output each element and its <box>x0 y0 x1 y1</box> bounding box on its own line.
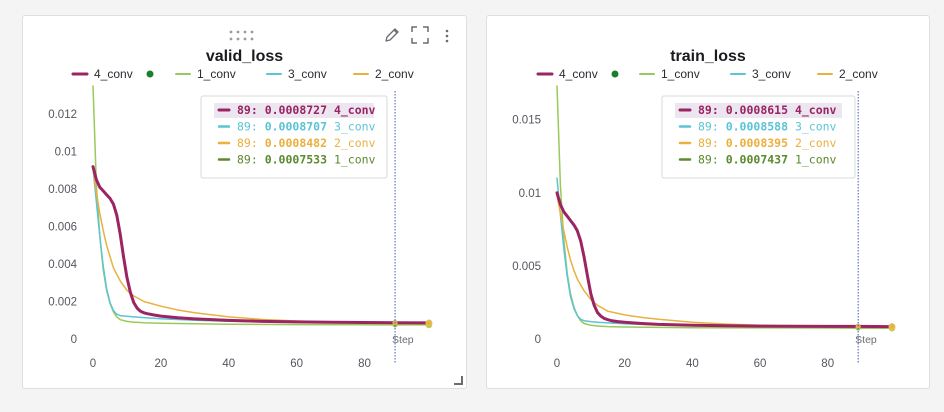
tooltip-row-highlight <box>675 103 842 118</box>
legend-item[interactable]: 1_conv <box>175 67 236 81</box>
tooltip-row: 89: 0.0008482 2_conv <box>217 136 376 150</box>
train-loss-panel: train_loss 4_conv 1_conv 3_conv 2_conv 0 0.005… <box>486 15 930 389</box>
y-tick-label: 0 <box>535 334 541 346</box>
series-line-3-conv <box>556 177 893 328</box>
legend-label: 1_conv <box>661 67 700 81</box>
x-tick-label: 80 <box>358 358 371 370</box>
x-tick-label: 60 <box>754 358 767 370</box>
tooltip-text: 89: 0.0008588 3_conv <box>698 120 837 134</box>
legend-item[interactable]: 3_conv <box>730 67 791 81</box>
y-tick-label: 0.005 <box>512 261 541 273</box>
legend-label: 2_conv <box>839 67 878 81</box>
resize-handle-icon[interactable] <box>454 376 463 385</box>
x-axis-label: Step <box>855 334 877 346</box>
legend-label: 4_conv <box>94 67 133 81</box>
tooltip-row: 89: 0.0008615 4_conv <box>675 103 842 118</box>
valid-loss-panel: valid_loss 4_conv 1_conv 3_conv 2_conv 0 0.002… <box>22 15 467 389</box>
tooltip-text: 89: 0.0007533 1_conv <box>237 153 376 167</box>
tooltip-row-highlight <box>214 103 374 118</box>
series-line-2-conv <box>92 167 430 324</box>
tooltip-row: 89: 0.0007533 1_conv <box>217 153 376 167</box>
legend-label: 3_conv <box>752 67 791 81</box>
legend-item[interactable]: 4_conv <box>71 67 154 81</box>
y-tick-label: 0.01 <box>55 147 77 159</box>
series-end-point <box>425 319 433 327</box>
tooltip-row: 89: 0.0008727 4_conv <box>214 103 376 118</box>
tooltip-row: 89: 0.0008588 3_conv <box>678 120 837 134</box>
legend-label: 4_conv <box>559 67 598 81</box>
drag-handle-icon[interactable] <box>228 29 258 43</box>
y-tick-label: 0.015 <box>512 115 541 127</box>
chart-title: valid_loss <box>206 48 283 65</box>
legend-item[interactable]: 2_conv <box>353 67 414 81</box>
legend-item[interactable]: 4_conv <box>536 67 619 81</box>
tooltip-text: 89: 0.0008727 4_conv <box>237 103 376 118</box>
legend-marker-dot <box>611 70 619 78</box>
y-tick-label: 0.004 <box>48 259 77 271</box>
valid-loss-chart[interactable]: valid_loss 4_conv 1_conv 3_conv 2_conv 0 0.002… <box>23 16 466 388</box>
series-line-4-conv <box>91 165 431 325</box>
tooltip-row: 89: 0.0008395 2_conv <box>678 136 837 150</box>
legend-label: 3_conv <box>288 67 327 81</box>
y-tick-label: 0.002 <box>48 297 77 309</box>
series-line-4-conv <box>555 191 894 329</box>
hover-tooltip: 89: 0.0008615 4_conv 89: 0.0008588 3_conv… <box>661 95 856 179</box>
series-end-point <box>888 323 896 331</box>
x-tick-label: 0 <box>554 358 560 370</box>
x-tick-label: 20 <box>154 358 167 370</box>
y-tick-label: 0.008 <box>48 184 77 196</box>
hover-point <box>855 324 861 330</box>
legend-label: 2_conv <box>375 67 414 81</box>
pencil-icon[interactable] <box>383 25 401 45</box>
chart-title: train_loss <box>670 48 746 65</box>
y-tick-label: 0.012 <box>48 109 77 121</box>
fullscreen-icon[interactable] <box>410 25 430 45</box>
legend-item[interactable]: 2_conv <box>817 67 878 81</box>
tooltip-text: 89: 0.0007437 1_conv <box>698 153 837 167</box>
legend-label: 1_conv <box>197 67 236 81</box>
more-vertical-icon[interactable] <box>443 25 451 45</box>
x-tick-label: 0 <box>90 358 96 370</box>
tooltip-row: 89: 0.0007437 1_conv <box>678 153 837 167</box>
legend-item[interactable]: 1_conv <box>639 67 700 81</box>
tooltip-text: 89: 0.0008395 2_conv <box>698 136 837 150</box>
train-loss-chart[interactable]: train_loss 4_conv 1_conv 3_conv 2_conv 0 0.005… <box>487 16 929 388</box>
x-tick-label: 60 <box>290 358 303 370</box>
x-tick-label: 80 <box>821 358 834 370</box>
y-tick-label: 0.006 <box>48 222 77 234</box>
series-line-2-conv <box>556 194 893 328</box>
y-tick-label: 0.01 <box>519 188 541 200</box>
hover-tooltip: 89: 0.0008727 4_conv 89: 0.0008707 3_conv… <box>200 95 388 179</box>
tooltip-text: 89: 0.0008482 2_conv <box>237 136 376 150</box>
x-tick-label: 40 <box>222 358 235 370</box>
legend-marker-dot <box>146 70 154 78</box>
tooltip-row: 89: 0.0008707 3_conv <box>217 120 376 134</box>
x-tick-label: 20 <box>618 358 631 370</box>
x-tick-label: 40 <box>686 358 699 370</box>
x-axis-label: Step <box>392 334 414 346</box>
tooltip-text: 89: 0.0008615 4_conv <box>698 103 837 118</box>
tooltip-text: 89: 0.0008707 3_conv <box>237 120 376 134</box>
legend-item[interactable]: 3_conv <box>266 67 327 81</box>
y-tick-label: 0 <box>71 334 77 346</box>
series-line-3-conv <box>92 167 430 324</box>
